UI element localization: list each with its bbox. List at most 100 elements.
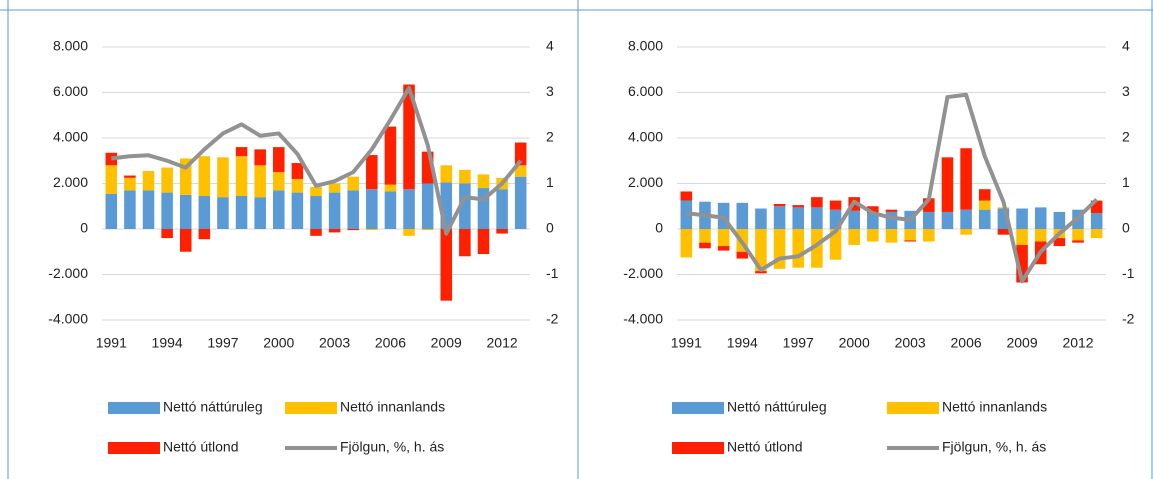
bar-segment [384,126,397,185]
bar-segment [198,156,211,197]
bar-segment [923,229,935,242]
bar-segment [179,229,192,252]
y2-tick-label: 3 [1122,83,1130,99]
x-tick-label: 1997 [783,335,814,351]
bar-segment [421,151,434,184]
bar-segment [384,184,397,192]
bar-segment [366,189,378,229]
bar-segment [124,190,136,229]
bar-segment [235,196,248,229]
bar-segment [923,211,935,229]
bar-segment [440,182,453,229]
bar-segment [811,197,823,208]
y-tick-label: 6.000 [628,83,663,99]
y-tick-label: 0 [655,220,663,236]
y-tick-label: 4.000 [628,129,663,145]
bar-segment [1053,238,1066,247]
bar-segment [161,229,173,239]
bar-segment [773,229,786,269]
bar-segment [105,152,118,166]
y2-tick-label: 2 [1122,129,1130,145]
bar-segment [717,229,730,247]
y-tick-label: 2.000 [628,174,663,190]
bar-segment [923,198,935,212]
bar-segment [477,229,490,255]
bar-segment [477,174,490,189]
bar-segment [217,197,229,229]
bar-segment [384,191,397,229]
bar-segment [867,213,879,229]
y-tick-label: -2.000 [623,265,663,281]
x-tick-label: 2006 [375,335,406,351]
bar-segment [1072,240,1084,243]
bar-segment [496,189,508,229]
bar-segment [885,229,898,243]
bar-segment [403,84,415,190]
x-tick-label: 2009 [1006,335,1037,351]
bar-segment [941,211,954,229]
x-tick-label: 2012 [487,335,518,351]
bar-segment [328,229,341,233]
bar-segment [792,205,805,208]
bar-segment [477,188,490,229]
bar-segment [997,208,1010,229]
bar-segment [978,200,991,210]
bar-segment [254,165,266,198]
bar-segment [829,229,842,260]
y2-tick-label: 1 [1122,174,1130,190]
x-tick-label: 2003 [319,335,350,351]
bar-segment [105,193,118,229]
bar-segment [1016,244,1028,283]
bar-segment [291,192,304,229]
bar-segment [161,167,173,193]
bar-segment [198,196,211,229]
bar-segment [904,229,916,241]
bar-segment [978,189,991,201]
y2-tick-label: 2 [546,129,554,145]
legend-swatch [108,402,160,414]
y-tick-label: 8.000 [628,38,663,54]
bar-segment [1016,208,1028,229]
y2-tick-label: 0 [546,220,554,236]
bar-segment [403,189,415,229]
y2-tick-label: -2 [1122,311,1135,327]
bar-segment [310,196,322,229]
bar-segment [310,229,322,236]
bar-segment [310,186,322,197]
line [111,85,523,236]
y2-tick-label: 3 [546,83,554,99]
bar-segment [291,163,304,179]
y-tick-label: 6.000 [53,83,88,99]
bar-segment [496,229,508,234]
legend-swatch [672,442,724,454]
x-tick-label: 1997 [207,335,238,351]
y2-tick-label: -1 [546,265,559,281]
bar-segment [848,229,860,245]
x-tick-label: 1991 [96,335,127,351]
bar-segment [1090,229,1103,239]
bar-segment [291,178,304,193]
bar-segment [811,207,823,229]
bar-segment [997,229,1010,235]
bar-segment [680,229,693,258]
bar-segment [273,147,285,173]
x-tick-label: 2000 [839,335,870,351]
bar-segment [235,156,248,197]
bar-segment [1034,207,1047,229]
x-tick-label: 2012 [1062,335,1093,351]
y-tick-label: 4.000 [53,129,88,145]
y-tick-label: -2.000 [48,265,88,281]
bar-segment [459,229,471,257]
x-tick-label: 2003 [895,335,926,351]
bar-segment [755,208,767,229]
bar-segment [811,229,823,268]
legend-label: Nettó innanlands [340,399,445,415]
bar-segment [978,209,991,229]
bar-segment [699,242,711,249]
legend-label: Nettó náttúruleg [727,399,827,415]
bar-segment [960,209,972,229]
bar-segment [1072,229,1084,241]
bar-segment [328,192,341,229]
bar-segment [179,194,192,229]
